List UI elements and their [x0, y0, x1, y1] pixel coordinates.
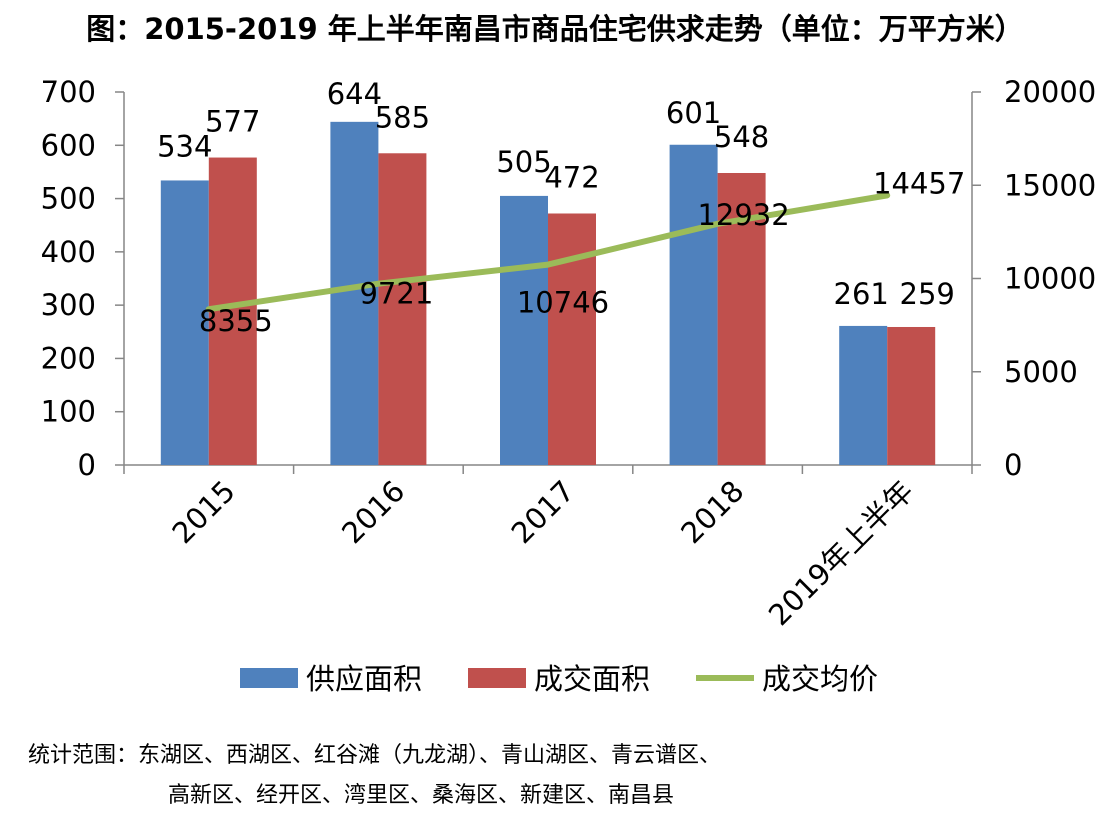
legend-item-供应面积: 供应面积	[240, 662, 422, 696]
data-label-sales: 577	[205, 105, 260, 139]
data-label-price: 9721	[359, 277, 433, 311]
data-label-sales: 585	[375, 100, 430, 134]
data-label-supply: 261	[834, 277, 889, 311]
right-axis-tick-label: 10000	[1004, 262, 1096, 296]
bar-supply-2017	[500, 195, 548, 465]
legend-item-成交均价: 成交均价	[696, 662, 878, 696]
price-point	[208, 308, 210, 310]
data-label-price: 14457	[873, 166, 965, 200]
x-axis-tick-label: 2015	[166, 474, 242, 550]
coverage-note: 统计范围：东湖区、西湖区、红谷滩（九龙湖）、青山湖区、青云谱区、 高新区、经开区…	[28, 736, 1088, 816]
data-label-price: 8355	[199, 304, 273, 338]
data-label-supply: 505	[496, 145, 551, 179]
x-axis: 2015 2016 2017 2018 2019年上半年	[123, 464, 973, 632]
left-axis-tick-label: 300	[41, 288, 96, 322]
price-line-group	[205, 192, 891, 313]
bar-sales-2019年上半年	[887, 326, 936, 465]
price-point	[717, 223, 719, 225]
bar-supply-2015	[160, 180, 209, 465]
bar-sales-2016	[378, 153, 427, 465]
left-y-axis: 0 100 200 300 400 500 600 700	[41, 75, 125, 482]
legend-label: 供应面积	[306, 662, 422, 696]
data-label-sales: 472	[544, 160, 599, 194]
bar-sales-2017	[548, 213, 596, 465]
left-axis-tick-label: 400	[41, 235, 96, 269]
legend: 供应面积 成交面积 成交均价	[240, 662, 878, 696]
left-axis-tick-label: 200	[41, 341, 96, 375]
x-axis-tick-label: 2018	[674, 474, 750, 550]
data-label-supply: 601	[666, 96, 721, 130]
bars-group	[160, 121, 936, 465]
legend-label: 成交均价	[762, 662, 878, 696]
legend-label: 成交面积	[534, 662, 650, 696]
bar-supply-2019年上半年	[839, 325, 888, 465]
data-label-supply: 534	[157, 129, 212, 163]
price-point	[886, 194, 888, 196]
right-y-axis: 0 5000 10000 15000 20000	[971, 75, 1096, 482]
legend-swatch	[240, 668, 298, 688]
bar-supply-2016	[330, 121, 379, 465]
x-axis-tick-label: 2016	[335, 474, 411, 550]
left-axis-tick-label: 600	[41, 128, 96, 162]
data-label-sales: 548	[714, 120, 769, 154]
price-point	[547, 264, 549, 266]
right-axis-tick-label: 0	[1004, 448, 1022, 482]
data-label-price: 12932	[697, 198, 789, 232]
left-axis-tick-label: 0	[78, 448, 96, 482]
data-labels-group: 534 644 505 601 261 577 585 472 548 259 8355 9721 10…	[157, 77, 965, 338]
right-axis-tick-label: 5000	[1004, 355, 1078, 389]
right-axis-tick-label: 15000	[1004, 168, 1096, 202]
data-label-sales: 259	[900, 277, 955, 311]
bar-sales-2015	[208, 157, 257, 465]
coverage-note-line-1: 统计范围：东湖区、西湖区、红谷滩（九龙湖）、青山湖区、青云谱区、	[28, 743, 722, 768]
coverage-note-line-2: 高新区、经开区、湾里区、桑海区、新建区、南昌县	[168, 783, 675, 808]
chart-title: 图：2015-2019 年上半年南昌市商品住宅供求走势（单位：万平方米）	[86, 12, 1024, 46]
data-label-supply: 644	[327, 77, 382, 111]
left-axis-tick-label: 100	[41, 395, 96, 429]
left-axis-tick-label: 700	[41, 75, 96, 109]
legend-swatch	[468, 668, 526, 688]
legend-item-成交面积: 成交面积	[468, 662, 650, 696]
chart-canvas: 0 100 200 300 400 500 600 700 0 5000 10000 15000 20…	[41, 75, 1097, 696]
left-axis-tick-label: 500	[41, 182, 96, 216]
x-axis-tick-label: 2017	[505, 474, 581, 550]
price-point	[377, 283, 379, 285]
data-label-price: 10746	[517, 286, 609, 320]
bar-supply-2018	[669, 144, 718, 465]
right-axis-tick-label: 20000	[1004, 75, 1096, 109]
x-axis-tick-label: 2019年上半年	[762, 474, 920, 632]
